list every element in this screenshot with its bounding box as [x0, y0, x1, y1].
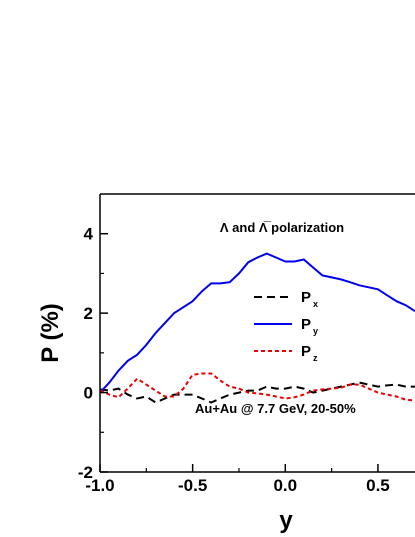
- legend-label-px: P: [301, 289, 311, 306]
- y-tick-label: -2: [78, 463, 93, 482]
- y-tick-label: 0: [84, 384, 93, 403]
- x-axis-title: y: [279, 507, 293, 534]
- y-tick-label: 4: [84, 225, 94, 244]
- annotation-system: Au+Au @ 7.7 GeV, 20-50%: [195, 401, 356, 416]
- series-line-pz: [100, 372, 415, 402]
- legend-subscript-pz: z: [313, 353, 318, 363]
- y-axis-title: P (%): [37, 303, 64, 363]
- x-tick-label: 0.5: [366, 476, 390, 495]
- legend-label-pz: P: [301, 343, 311, 360]
- legend-subscript-px: x: [313, 299, 318, 309]
- series-line-px: [100, 381, 415, 404]
- x-tick-label: -0.5: [178, 476, 207, 495]
- plot-area: -1.0 -0.5 0.0 0.5 -2 0 2 4: [78, 193, 415, 495]
- series-layer: [100, 252, 415, 404]
- x-tick-label: 0.0: [273, 476, 297, 495]
- legend-subscript-py: y: [313, 326, 318, 336]
- annotation-polarization: Λ and Λ̅ polarization: [220, 220, 344, 235]
- x-tick-label: -1.0: [85, 476, 114, 495]
- ticks-layer: -1.0 -0.5 0.0 0.5 -2 0 2 4: [78, 225, 390, 495]
- legend-label-py: P: [301, 316, 311, 333]
- y-tick-label: 2: [84, 304, 93, 323]
- series-line-py: [100, 252, 415, 394]
